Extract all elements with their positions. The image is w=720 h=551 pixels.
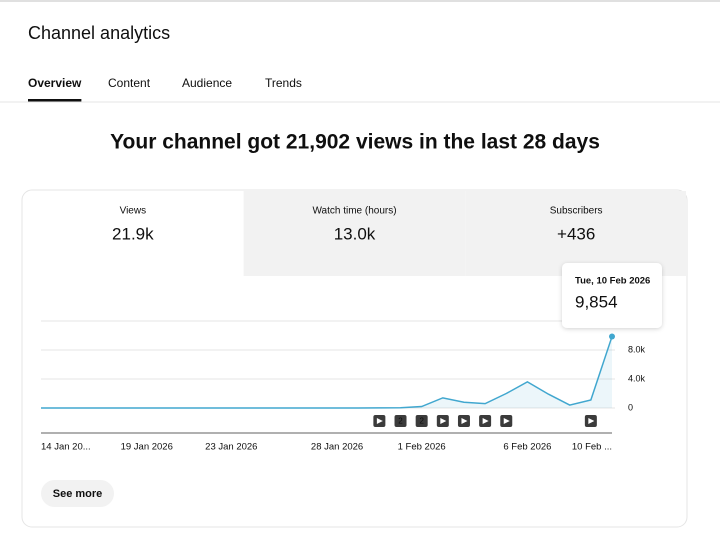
play-icon (588, 418, 595, 424)
tab[interactable]: Audience (182, 76, 232, 90)
play-icon (482, 418, 489, 424)
metric-tab-bg (465, 191, 686, 276)
tab[interactable]: Trends (265, 76, 302, 90)
point (609, 333, 615, 340)
tab-underline (28, 99, 82, 102)
see-more-button[interactable] (41, 480, 114, 507)
see-more-label[interactable]: See more (53, 488, 103, 500)
metric-label: Watch time (hours) (312, 206, 396, 217)
metric-label: Views (120, 206, 147, 217)
tab[interactable]: Content (108, 76, 151, 90)
x-tick-label: 14 Jan 20... (41, 442, 91, 453)
x-tick-label: 23 Jan 2026 (205, 442, 257, 453)
play-icon (440, 418, 447, 424)
tooltip (562, 263, 662, 328)
metric-label: Subscribers (550, 206, 603, 217)
x-tick-label: 10 Feb ... (572, 442, 612, 453)
play-icon (461, 418, 468, 424)
x-tick-label: 1 Feb 2026 (398, 442, 446, 453)
y-tick-label: 0 (628, 402, 633, 412)
y-tick-label: 8.0k (628, 344, 646, 354)
metric-tabs: Views 21.9k Watch time (hours) 13.0k Subscri… (112, 191, 686, 276)
x-tick-label: 28 Jan 2026 (311, 442, 363, 453)
tooltip-value: 9,854 (575, 292, 618, 311)
chart: 0 4.0k 8.0k 14 Jan 20... 19 Jan 2026 23 Jan 2… (41, 263, 662, 453)
tooltip-date: Tue, 10 Feb 2026 (575, 276, 650, 287)
page-title: Channel analytics (28, 23, 170, 43)
series-line (41, 336, 613, 409)
upload-marker (415, 415, 428, 427)
play-icon (376, 418, 383, 424)
metric-value: 13.0k (334, 224, 376, 243)
upload-count: 2 (419, 417, 424, 426)
area-fill (41, 336, 612, 408)
metric-value: +436 (557, 224, 595, 243)
x-tick-label: 6 Feb 2026 (503, 442, 551, 453)
play-icon (503, 418, 510, 424)
upload-marker (394, 415, 407, 427)
headline: Your channel got 21,902 views in the las… (110, 131, 600, 154)
tab[interactable]: Overview (28, 76, 82, 90)
tab-bar: Overview Content Audience Trends (28, 76, 302, 102)
y-tick-label: 4.0k (628, 373, 646, 383)
metric-value: 21.9k (112, 224, 154, 243)
x-tick-label: 19 Jan 2026 (121, 442, 173, 453)
upload-count: 2 (398, 417, 403, 426)
metric-tab-bg (243, 191, 466, 276)
